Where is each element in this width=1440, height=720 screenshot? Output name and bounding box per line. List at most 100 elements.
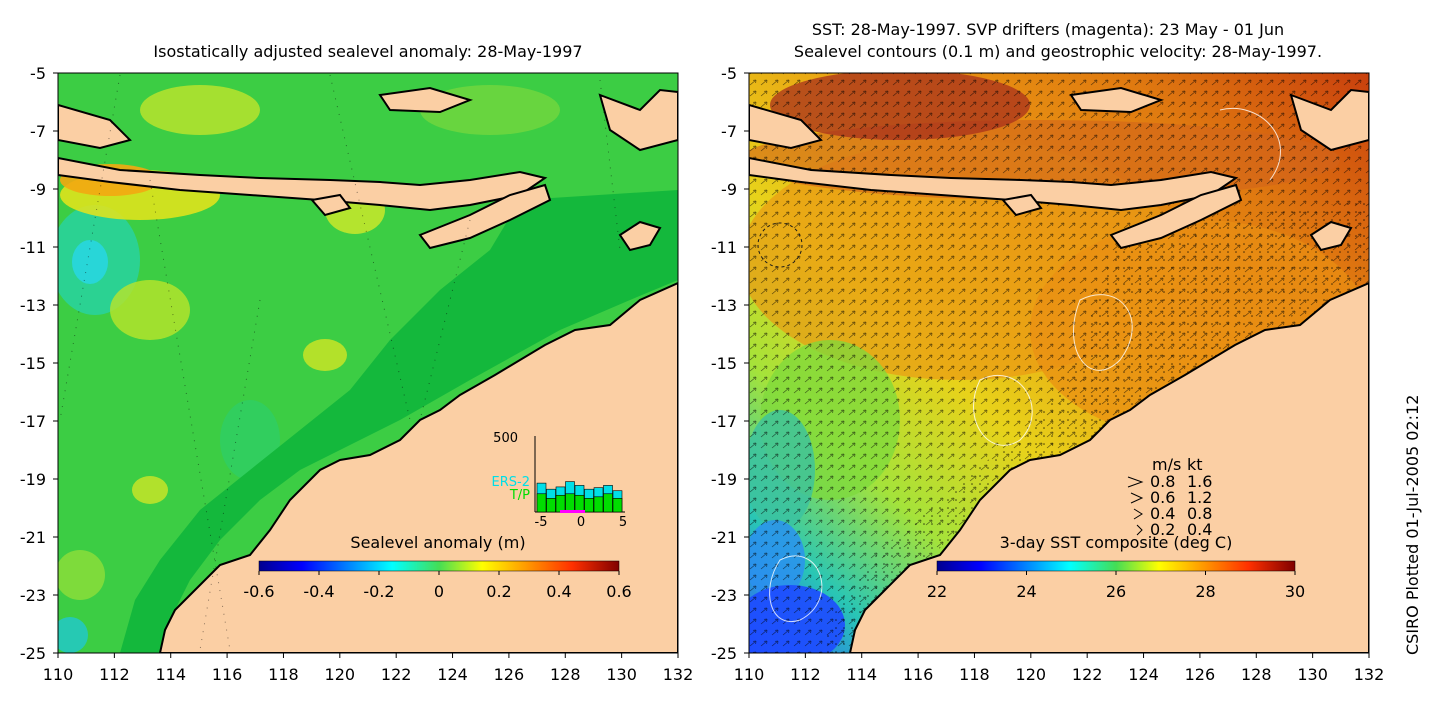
australia-landmass	[158, 281, 678, 653]
velocity-legend-kt: 0.8	[1187, 504, 1212, 523]
x-tick-label: 126	[494, 665, 525, 684]
x-tick-label: 110	[43, 665, 74, 684]
y-tick-label: -15	[20, 354, 46, 373]
right-chart-title-line1: SST: 28-May-1997. SVP drifters (magenta)…	[812, 20, 1284, 39]
velocity-legend-unit-ms: m/s	[1152, 455, 1181, 474]
y-tick-label: -9	[30, 180, 46, 199]
altimeter-histogram-inset: 500 ERS-2 T/P -5 0 5	[492, 431, 628, 530]
histogram-bar-tp	[584, 498, 594, 513]
sumba-island	[310, 193, 352, 217]
y-tick-label: -11	[711, 238, 737, 257]
banda-islands	[1289, 88, 1369, 152]
banda-islands	[598, 88, 678, 152]
colorbar-tick-label: 26	[1106, 582, 1126, 601]
y-tick-label: -5	[721, 64, 737, 83]
x-tick-label: 116	[212, 665, 243, 684]
colorbar-gradient	[936, 560, 1296, 572]
y-tick-label: -19	[20, 470, 46, 489]
velocity-legend-arrow	[1130, 492, 1144, 504]
legend-ers2: ERS-2	[492, 475, 530, 490]
timor-island	[1109, 183, 1243, 250]
x-tick-label: 128	[550, 665, 581, 684]
y-tick-label: -9	[721, 180, 737, 199]
histogram-bar-tp	[603, 493, 613, 513]
y-tick-label: -17	[711, 412, 737, 431]
colorbar-tick-label: -0.4	[303, 582, 334, 601]
colorbar-tick-label: 22	[927, 582, 947, 601]
y-tick-label: -13	[711, 296, 737, 315]
sealevel-blob	[58, 550, 105, 600]
x-tick-label: 128	[1241, 665, 1272, 684]
histogram-bar-tp	[536, 493, 547, 513]
velocity-legend-ms: 0.2	[1150, 520, 1175, 539]
java-island	[749, 103, 823, 150]
velocity-legend-ms: 0.8	[1150, 472, 1175, 491]
histogram-bar-tp	[555, 494, 566, 513]
colorbar-tick-label: 0	[434, 582, 444, 601]
x-tick-label: 118	[959, 665, 990, 684]
x-tick-label: 116	[903, 665, 934, 684]
sealevel-blob	[303, 339, 347, 371]
y-tick-label: -25	[20, 644, 46, 663]
velocity-legend-kt: 1.6	[1187, 472, 1212, 491]
histogram-bar-tp	[612, 498, 623, 513]
sst-colorbar: 3-day SST composite (deg C) 22 24 26 28 30	[927, 533, 1305, 601]
sealevel-anomaly-panel: Isostatically adjusted sealevel anomaly:…	[20, 42, 693, 684]
java-island	[58, 103, 132, 150]
histogram-bar-tp	[593, 496, 604, 513]
y-tick-label: -21	[711, 528, 737, 547]
velocity-legend-ms: 0.4	[1150, 504, 1175, 523]
sealevel-colorbar: Sealevel anomaly (m) -0.6 -0.4 -0.2 0 0.2 0.4…	[243, 533, 631, 601]
x-tick-label: 126	[1185, 665, 1216, 684]
velocity-legend-kt: 1.2	[1187, 488, 1212, 507]
x-tick-label: 130	[1297, 665, 1328, 684]
colorbar-tick-label: 0.4	[546, 582, 571, 601]
tanimbar-island	[1309, 220, 1353, 252]
x-tick-label: 114	[846, 665, 877, 684]
y-tick-label: -7	[721, 122, 737, 141]
colorbar-ticks: 22 24 26 28 30	[927, 571, 1305, 601]
y-tick-label: -25	[711, 644, 737, 663]
velocity-legend: m/s kt 0.8 1.60.6 1.20.4 0.80.2 0.4	[1127, 455, 1212, 539]
legend-tp: T/P	[509, 488, 530, 503]
sumba-island	[1001, 193, 1043, 217]
y-tick-label: -23	[711, 586, 737, 605]
eddy-swirl	[757, 222, 803, 268]
colorbar-tick-label: 28	[1195, 582, 1215, 601]
y-tick-label: -21	[20, 528, 46, 547]
left-chart-title: Isostatically adjusted sealevel anomaly:…	[153, 42, 582, 61]
y-tick-label: -17	[20, 412, 46, 431]
sealevel-blob	[132, 476, 168, 504]
colorbar-tick-label: -0.6	[243, 582, 274, 601]
colorbar-tick-label: 30	[1285, 582, 1305, 601]
velocity-legend-ms: 0.6	[1150, 488, 1175, 507]
x-tick-label: 124	[437, 665, 468, 684]
colorbar-label: Sealevel anomaly (m)	[350, 533, 525, 552]
histogram-bar-tp	[546, 498, 556, 513]
sst-panel: SST: 28-May-1997. SVP drifters (magenta)…	[711, 20, 1384, 684]
histogram-bars	[536, 481, 623, 513]
colorbar-tick-label: 0.2	[486, 582, 511, 601]
sumbawa-flores-islands	[749, 156, 1239, 212]
x-tick-label: 112	[99, 665, 130, 684]
sealevel-blob	[110, 280, 190, 340]
colorbar-tick-label: -0.2	[363, 582, 394, 601]
colorbar-tick-label: 0.6	[606, 582, 631, 601]
x-tick-label: 130	[606, 665, 637, 684]
histogram-x-tick: -5	[535, 515, 548, 530]
continental-shelf	[120, 190, 678, 653]
y-tick-label: -5	[30, 64, 46, 83]
velocity-legend-arrow	[1127, 476, 1144, 488]
australia-landmass	[848, 281, 1369, 653]
y-tick-label: -19	[711, 470, 737, 489]
velocity-legend-rows: 0.8 1.60.6 1.20.4 0.80.2 0.4	[1127, 472, 1212, 539]
x-tick-label: 120	[325, 665, 356, 684]
colorbar-label: 3-day SST composite (deg C)	[1000, 533, 1233, 552]
x-tick-label: 124	[1128, 665, 1159, 684]
velocity-legend-kt: 0.4	[1187, 520, 1212, 539]
x-tick-label: 132	[1354, 665, 1385, 684]
left-axis-ticks: 110 112 114 116 118 120 122 124 126 128 130 132 -5 -7…	[20, 64, 693, 684]
histogram-x-tick: 5	[619, 515, 627, 530]
x-tick-label: 120	[1016, 665, 1047, 684]
